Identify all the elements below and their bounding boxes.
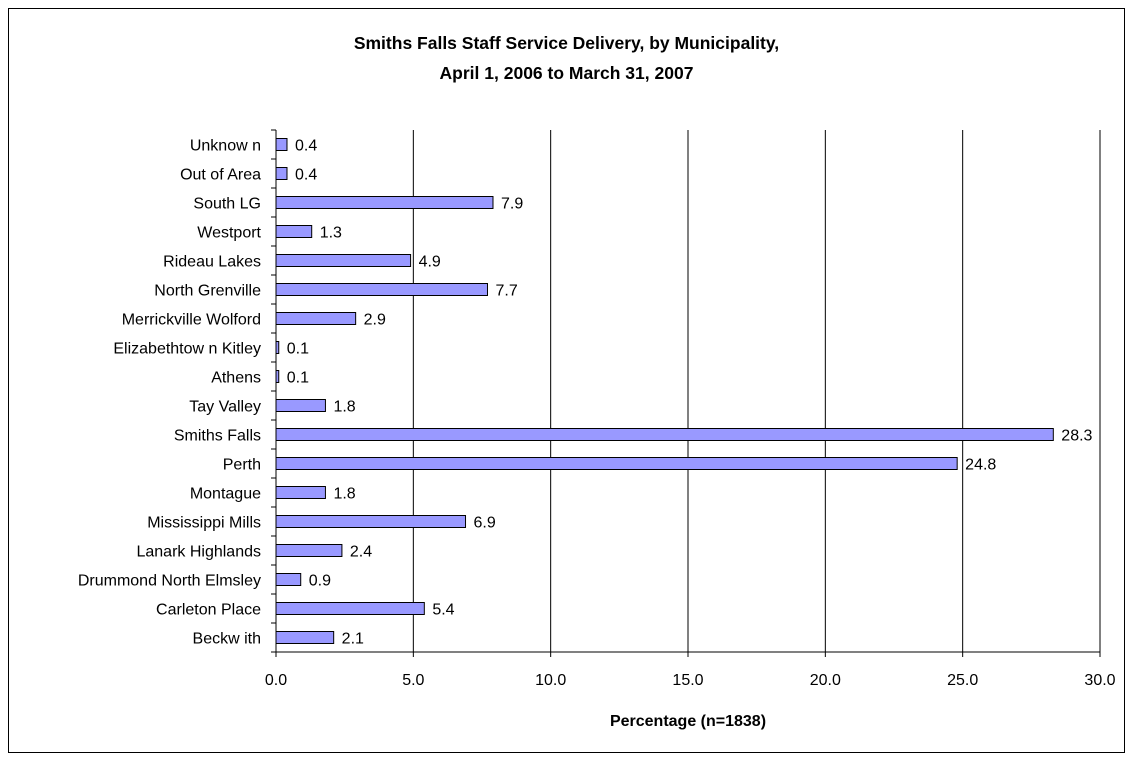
bar bbox=[275, 457, 958, 470]
category-label: Tay Valley bbox=[189, 399, 261, 416]
bar bbox=[275, 167, 288, 180]
chart-frame bbox=[8, 8, 1125, 753]
data-label: 28.3 bbox=[1061, 428, 1092, 445]
category-label: Smiths Falls bbox=[174, 428, 261, 445]
chart-title-line-2: April 1, 2006 to March 31, 2007 bbox=[439, 63, 694, 83]
category-label: North Grenville bbox=[154, 283, 261, 300]
category-label: Westport bbox=[197, 225, 261, 242]
x-axis-label: Percentage (n=1838) bbox=[609, 713, 767, 730]
category-label: Rideau Lakes bbox=[163, 254, 261, 271]
data-label: 1.8 bbox=[333, 486, 355, 503]
data-label: 4.9 bbox=[419, 254, 441, 271]
category-label: Perth bbox=[223, 457, 261, 474]
data-label: 1.8 bbox=[333, 399, 355, 416]
bar bbox=[275, 312, 357, 325]
data-label: 5.4 bbox=[432, 602, 454, 619]
bar bbox=[275, 370, 280, 383]
data-label: 0.1 bbox=[287, 370, 309, 387]
bar bbox=[275, 602, 425, 615]
bar bbox=[275, 486, 326, 499]
bar bbox=[275, 254, 412, 267]
data-label: 2.9 bbox=[364, 312, 386, 329]
x-tick-label: 25.0 bbox=[947, 672, 978, 689]
bar bbox=[275, 196, 494, 209]
bar bbox=[275, 631, 335, 644]
category-label: South LG bbox=[193, 196, 261, 213]
data-label: 6.9 bbox=[474, 515, 496, 532]
data-label: 2.1 bbox=[342, 631, 364, 648]
data-label: 2.4 bbox=[350, 544, 372, 561]
chart-title-line-1: Smiths Falls Staff Service Delivery, by … bbox=[353, 33, 780, 53]
category-label: Drummond North Elmsley bbox=[78, 573, 261, 590]
bar bbox=[275, 283, 488, 296]
bar bbox=[275, 544, 343, 557]
category-label: Carleton Place bbox=[156, 602, 261, 619]
category-label: Merrickville Wolford bbox=[122, 312, 261, 329]
bar bbox=[275, 138, 288, 151]
data-label: 0.4 bbox=[295, 138, 317, 155]
data-label: 7.9 bbox=[501, 196, 523, 213]
data-label: 1.3 bbox=[320, 225, 342, 242]
category-label: Elizabethtow n Kitley bbox=[113, 341, 261, 358]
bar bbox=[275, 573, 302, 586]
x-tick-label: 5.0 bbox=[402, 672, 424, 689]
data-label: 0.1 bbox=[287, 341, 309, 358]
category-label: Beckw ith bbox=[193, 631, 261, 648]
bar bbox=[275, 399, 326, 412]
x-tick-label: 30.0 bbox=[1084, 672, 1115, 689]
category-label: Out of Area bbox=[180, 167, 261, 184]
category-label: Athens bbox=[211, 370, 261, 387]
category-label: Lanark Highlands bbox=[136, 544, 261, 561]
data-label: 0.4 bbox=[295, 167, 317, 184]
data-label: 24.8 bbox=[965, 457, 996, 474]
category-label: Montague bbox=[190, 486, 261, 503]
x-tick-label: 0.0 bbox=[265, 672, 287, 689]
x-tick-label: 10.0 bbox=[535, 672, 566, 689]
category-label: Mississippi Mills bbox=[147, 515, 261, 532]
bar bbox=[275, 428, 1054, 441]
bar bbox=[275, 341, 280, 354]
bar bbox=[275, 225, 313, 238]
x-tick-label: 15.0 bbox=[672, 672, 703, 689]
data-label: 0.9 bbox=[309, 573, 331, 590]
category-label: Unknow n bbox=[190, 138, 261, 155]
bar bbox=[275, 515, 467, 528]
x-tick-label: 20.0 bbox=[810, 672, 841, 689]
chart-title: Smiths Falls Staff Service Delivery, by … bbox=[0, 28, 1133, 88]
data-label: 7.7 bbox=[495, 283, 517, 300]
